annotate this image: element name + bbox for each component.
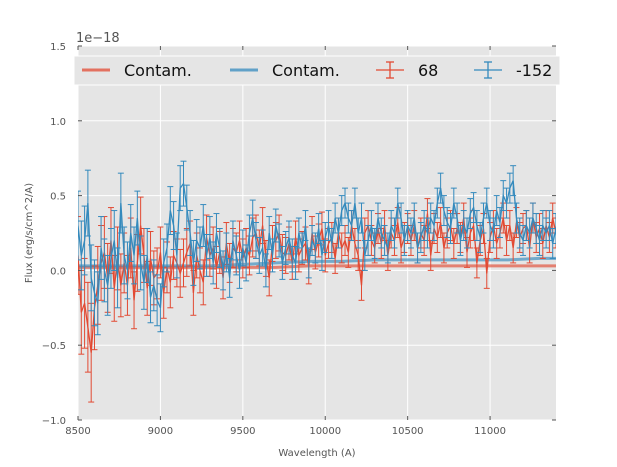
grid-lines [77,45,556,421]
x-tick-label: 11000 [474,426,506,437]
y-tick-label: −0.5 [42,341,66,352]
series-line [78,213,556,353]
legend: Contam. Contam. 68 -152 [73,55,561,86]
y-axis-label: Flux (erg/s/cm^2/A) [24,183,35,283]
series--152 [78,160,556,336]
y-tick-label: 0.0 [50,266,66,277]
x-tick-label: 8500 [65,426,90,437]
x-tick-label: 9000 [148,426,173,437]
error-bar-series [78,160,556,403]
x-tick-label: 10500 [392,426,424,437]
x-tick-label: 10000 [309,426,341,437]
y-tick-label: 1.5 [50,42,66,53]
axis-ticks: 8500 9000 9500 10000 10500 11000 −1.0 −0.5 0.0 0.… [42,42,556,437]
y-tick-label: 1.0 [50,117,66,128]
y-tick-label: 0.5 [50,192,66,203]
y-tick-label: −1.0 [42,416,66,427]
legend-label: Contam. [124,61,192,80]
legend-label: 68 [418,61,438,80]
y-axis-offset-label: 1e−18 [76,31,120,46]
series-line [78,180,556,309]
legend-label: -152 [516,61,552,80]
x-tick-label: 9500 [230,426,255,437]
legend-label: Contam. [272,61,340,80]
x-axis-label: Wavelength (A) [278,448,355,459]
